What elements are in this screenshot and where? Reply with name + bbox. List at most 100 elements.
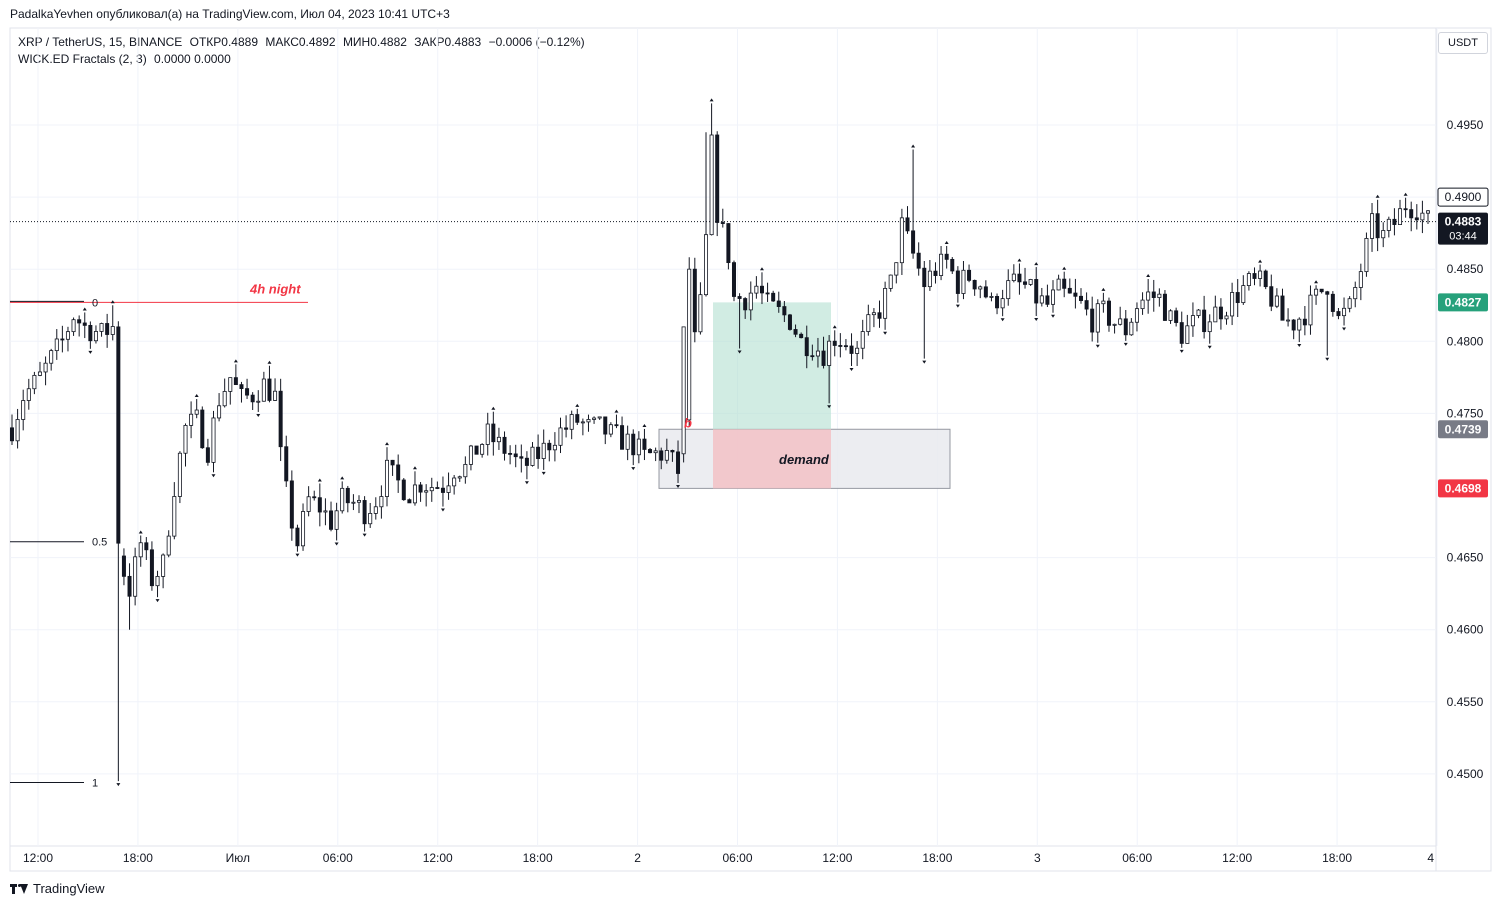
- candle-body-down: [329, 510, 334, 530]
- candle: [144, 537, 149, 561]
- candle: [1039, 287, 1044, 307]
- candle-body-up: [1000, 298, 1005, 309]
- candle-body-down: [972, 279, 977, 290]
- candle-body-up: [172, 496, 177, 537]
- candle-body-up: [334, 510, 339, 530]
- candle-body-up: [228, 377, 233, 392]
- candle: [149, 541, 154, 591]
- fractal-up: [1258, 259, 1263, 263]
- candle-body-up: [653, 450, 658, 454]
- candle-body-down: [1302, 318, 1307, 326]
- candle: [1056, 274, 1061, 291]
- candle: [1375, 199, 1380, 252]
- candle-body-down: [944, 253, 949, 260]
- candle: [743, 297, 748, 319]
- candle: [49, 348, 54, 371]
- candle: [1179, 311, 1184, 348]
- candle: [424, 484, 429, 507]
- candle-body-down: [1218, 306, 1223, 320]
- candle: [133, 547, 138, 606]
- candle-body-up: [110, 326, 115, 335]
- currency-button[interactable]: USDT: [1438, 32, 1488, 54]
- candle-body-down: [121, 555, 126, 577]
- candle: [731, 260, 736, 302]
- symbol-name[interactable]: XRP / TetherUS, 15, BINANCE: [18, 35, 183, 49]
- candle-body-down: [603, 416, 608, 435]
- fractal-up: [491, 406, 496, 410]
- candle-body-down: [743, 298, 748, 311]
- price-tick-label: 0.4650: [1447, 551, 1484, 565]
- candle: [233, 364, 238, 386]
- candle-body-up: [1146, 291, 1151, 301]
- candle: [1129, 318, 1134, 336]
- candle: [491, 411, 496, 456]
- candle: [709, 103, 714, 236]
- candle: [1252, 267, 1257, 286]
- time-tick-label: 12:00: [423, 851, 453, 865]
- candle: [1218, 298, 1223, 330]
- candle: [933, 262, 938, 284]
- candle: [664, 438, 669, 464]
- ohlc-low: МИН0.4882: [342, 35, 407, 49]
- candle-body-up: [155, 576, 160, 587]
- candle: [631, 429, 636, 466]
- candle-body-up: [664, 450, 669, 461]
- candle: [620, 416, 625, 450]
- candle-body-up: [552, 444, 557, 451]
- brand-name[interactable]: TradingView: [33, 881, 105, 896]
- candle: [340, 481, 345, 514]
- candle-body-down: [1291, 319, 1296, 331]
- candle: [1213, 295, 1218, 323]
- fractal-down: [88, 350, 93, 354]
- candle-body-up: [687, 268, 692, 421]
- fractal-down: [1207, 345, 1212, 349]
- fib-level-label: 0: [92, 297, 98, 309]
- ohlc-change: −0.0006 (−0.12%): [488, 35, 585, 49]
- fractal-up: [911, 144, 916, 148]
- candle-body-down: [614, 424, 619, 427]
- candle: [1420, 200, 1425, 234]
- candle-body-up: [340, 487, 345, 512]
- fractal-up: [110, 300, 115, 304]
- candle-body-down: [1409, 209, 1414, 219]
- fractal-down: [1179, 349, 1184, 353]
- candle-body-down: [1252, 273, 1257, 279]
- candle-body-up: [698, 294, 703, 333]
- tradingview-logo-icon[interactable]: [10, 883, 28, 894]
- fractal-down: [116, 783, 121, 787]
- candle-body-down: [524, 457, 529, 466]
- candle: [1286, 308, 1291, 327]
- time-axis[interactable]: 12:00 18:00 Июл 06:00 12:00 18:00 2 06:00 12:00 1…: [23, 851, 1434, 865]
- candle-body-up: [194, 409, 199, 415]
- candle: [429, 477, 434, 502]
- fractal-up: [233, 359, 238, 363]
- candle: [569, 410, 574, 440]
- candle-body-up: [373, 506, 378, 514]
- candle-body-down: [765, 292, 770, 295]
- candle: [60, 325, 65, 353]
- candle-body-up: [161, 554, 166, 577]
- candle-body-down: [1179, 322, 1184, 344]
- candle: [888, 274, 893, 292]
- candle-body-up: [1207, 321, 1212, 333]
- candle: [860, 319, 865, 360]
- annotation-4h-night: 4h night: [249, 281, 301, 296]
- price-tick-label: 0.4850: [1447, 262, 1484, 276]
- candle-body-down: [1106, 300, 1111, 326]
- candle-body-up: [368, 513, 373, 525]
- candle-body-up: [1168, 310, 1173, 321]
- zones: [10, 221, 1436, 489]
- candle: [1269, 274, 1274, 312]
- candle-body-down: [1235, 292, 1240, 304]
- candle-body-down: [474, 445, 479, 455]
- candle: [368, 502, 373, 528]
- candle: [312, 490, 317, 501]
- fractal-up: [340, 476, 345, 480]
- indicator-name[interactable]: WICK.ED Fractals (2, 3): [18, 52, 147, 66]
- candle: [586, 414, 591, 432]
- candle: [989, 292, 994, 302]
- time-tick-label: 12:00: [1222, 851, 1252, 865]
- candle: [530, 442, 535, 467]
- candle-body-down: [1325, 291, 1330, 295]
